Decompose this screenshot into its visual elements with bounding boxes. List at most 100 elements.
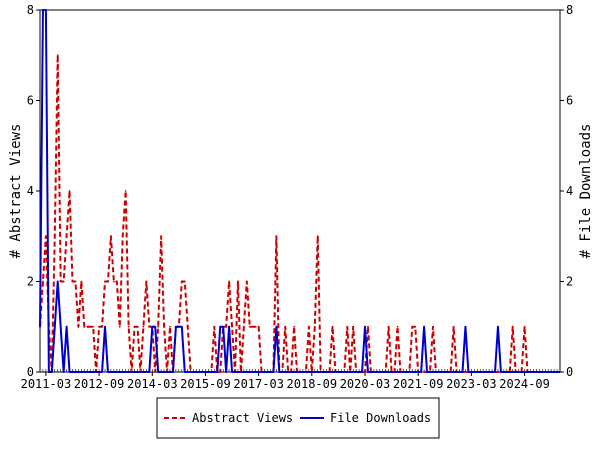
point-file-downloads: [157, 371, 160, 373]
point-file-downloads: [151, 325, 154, 328]
point-file-downloads: [340, 371, 343, 373]
point-file-downloads: [254, 371, 257, 373]
point-file-downloads: [263, 371, 266, 373]
point-file-downloads: [234, 371, 236, 373]
point-abstract-views: [275, 235, 278, 238]
point-file-downloads: [313, 371, 316, 373]
point-file-downloads: [222, 325, 225, 328]
point-abstract-views: [497, 371, 499, 373]
point-file-downloads: [74, 371, 77, 373]
point-file-downloads: [414, 371, 417, 373]
point-abstract-views: [74, 280, 77, 283]
point-file-downloads: [553, 371, 555, 373]
point-file-downloads: [440, 371, 443, 373]
point-file-downloads: [411, 371, 414, 373]
point-file-downloads: [172, 371, 174, 373]
y-right-tick-label: 6: [566, 94, 573, 108]
point-file-downloads: [328, 371, 331, 373]
point-abstract-views: [242, 325, 245, 328]
point-abstract-views: [136, 325, 139, 328]
point-file-downloads: [432, 371, 434, 373]
point-file-downloads: [443, 371, 446, 373]
point-file-downloads: [242, 371, 245, 373]
point-file-downloads: [429, 371, 431, 373]
point-file-downloads: [514, 371, 517, 373]
point-file-downloads: [107, 371, 109, 373]
point-abstract-views: [367, 325, 369, 328]
point-abstract-views: [284, 325, 287, 328]
point-file-downloads: [210, 371, 213, 373]
y-left-ticks: 0 2 4 6 8: [27, 3, 40, 379]
point-abstract-views: [213, 325, 216, 328]
point-abstract-views: [86, 325, 89, 328]
x-tick-label: 2015-09: [180, 377, 231, 391]
y-left-tick-label: 2: [27, 275, 34, 289]
point-file-downloads: [98, 371, 100, 373]
point-file-downloads: [45, 9, 47, 11]
point-abstract-views: [145, 280, 148, 283]
point-file-downloads: [559, 371, 561, 373]
point-file-downloads: [95, 371, 98, 373]
point-file-downloads: [437, 371, 440, 373]
point-file-downloads: [538, 371, 541, 373]
point-file-downloads: [71, 371, 74, 373]
series-line-abstract-views: [39, 54, 560, 373]
point-file-downloads: [491, 371, 493, 373]
point-file-downloads: [228, 325, 230, 328]
point-abstract-views: [154, 371, 157, 373]
point-abstract-views: [110, 235, 112, 238]
point-file-downloads: [53, 325, 56, 328]
y-right-tick-label: 8: [566, 3, 573, 17]
point-file-downloads: [189, 371, 192, 373]
point-abstract-views: [83, 325, 86, 328]
point-abstract-views: [352, 325, 355, 328]
point-file-downloads: [59, 325, 62, 328]
point-file-downloads: [485, 371, 488, 373]
point-file-downloads: [62, 371, 65, 373]
point-file-downloads: [402, 371, 405, 373]
point-abstract-views: [245, 280, 248, 283]
point-file-downloads: [86, 371, 89, 373]
point-file-downloads: [68, 371, 71, 373]
point-file-downloads: [520, 371, 523, 373]
point-file-downloads: [266, 371, 269, 373]
point-file-downloads: [505, 371, 508, 373]
point-file-downloads: [541, 371, 544, 373]
point-file-downloads: [269, 371, 272, 373]
point-file-downloads: [500, 371, 502, 373]
point-file-downloads: [526, 371, 529, 373]
point-file-downloads: [201, 371, 204, 373]
point-file-downloads: [136, 371, 139, 373]
point-file-downloads: [198, 371, 201, 373]
legend: Abstract Views File Downloads: [156, 397, 440, 439]
point-file-downloads: [260, 371, 263, 373]
x-tick-label: 2018-09: [287, 377, 338, 391]
point-abstract-views: [65, 235, 68, 238]
point-file-downloads: [370, 371, 372, 373]
point-file-downloads: [77, 371, 80, 373]
point-abstract-views: [42, 280, 44, 283]
point-abstract-views: [127, 325, 130, 328]
x-tick-label: 2023-03: [446, 377, 497, 391]
point-file-downloads: [423, 325, 425, 328]
y-left-tick-label: 8: [27, 3, 34, 17]
point-file-downloads: [42, 9, 44, 11]
point-file-downloads: [112, 371, 115, 373]
point-abstract-views: [104, 280, 106, 283]
point-file-downloads: [302, 371, 304, 373]
point-file-downloads: [556, 371, 558, 373]
x-tick-label: 2011-03: [21, 377, 72, 391]
point-abstract-views: [452, 325, 455, 328]
point-file-downloads: [104, 325, 106, 328]
point-file-downloads: [364, 325, 366, 328]
point-file-downloads: [92, 371, 95, 373]
point-abstract-views: [307, 325, 310, 328]
point-file-downloads: [523, 371, 526, 373]
point-abstract-views: [56, 54, 59, 57]
point-abstract-views: [169, 325, 171, 328]
point-abstract-views: [107, 280, 109, 283]
point-file-downloads: [275, 325, 278, 328]
point-abstract-views: [293, 325, 295, 328]
point-file-downloads: [237, 371, 239, 373]
point-file-downloads: [479, 371, 482, 373]
